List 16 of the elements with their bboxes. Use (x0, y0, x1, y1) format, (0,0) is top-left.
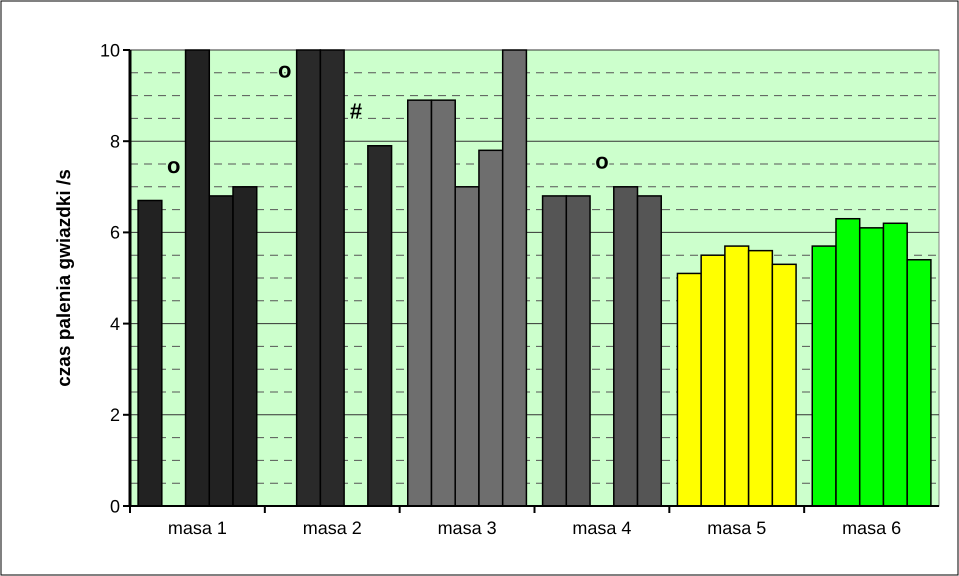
y-axis-title: czas palenia gwiazdki /s (54, 169, 75, 387)
x-tick-label: masa 5 (707, 518, 766, 538)
x-tick-label: masa 2 (302, 518, 362, 538)
annotation: o (278, 57, 292, 82)
y-tick-label: 10 (100, 40, 120, 60)
x-tick-label: masa 3 (438, 518, 497, 538)
y-tick-label: 0 (110, 496, 120, 516)
x-tick-label: masa 1 (168, 518, 227, 538)
y-tick-label: 2 (110, 405, 120, 426)
y-tick-label: 4 (110, 314, 120, 334)
y-tick-label: 8 (110, 132, 120, 152)
annotation: # (350, 98, 362, 124)
y-tick-label: 6 (110, 222, 120, 243)
x-tick-label: masa 6 (842, 518, 902, 538)
x-tick-label: masa 4 (572, 518, 632, 538)
annotation: o (595, 148, 609, 174)
